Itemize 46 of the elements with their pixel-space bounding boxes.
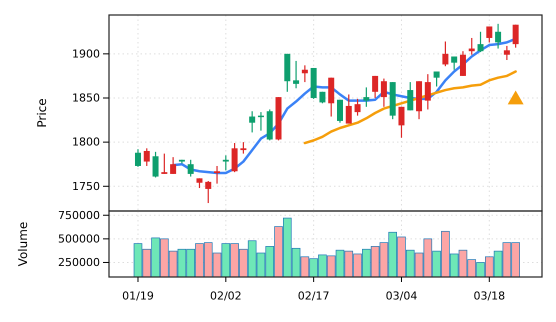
candlestick bbox=[434, 70, 440, 88]
candlestick bbox=[424, 74, 431, 110]
candlestick bbox=[363, 86, 370, 108]
candlestick bbox=[205, 180, 212, 204]
candlestick bbox=[504, 45, 510, 61]
candlestick bbox=[144, 148, 150, 167]
x-tick-label: 02/17 bbox=[298, 289, 330, 302]
candlestick bbox=[512, 24, 519, 48]
candlestick bbox=[232, 142, 238, 173]
y-tick-label: 250000 bbox=[58, 256, 100, 269]
candlestick bbox=[249, 110, 256, 134]
x-tick-label: 02/02 bbox=[210, 289, 242, 302]
candlestick bbox=[407, 82, 414, 111]
candlestick bbox=[134, 148, 141, 168]
y-tick-label: 750000 bbox=[58, 208, 100, 222]
line-series bbox=[304, 70, 517, 144]
candlestick bbox=[398, 106, 404, 138]
x-tick-label: 01/19 bbox=[122, 289, 154, 302]
candlestick bbox=[170, 156, 176, 175]
candlestick bbox=[478, 31, 484, 53]
y-axis-title: Price bbox=[35, 98, 49, 128]
candlestick bbox=[346, 94, 352, 124]
candlestick bbox=[495, 23, 502, 50]
candlestick bbox=[460, 50, 466, 77]
y-tick-label: 1800 bbox=[72, 136, 100, 149]
y-tick-label: 1750 bbox=[72, 180, 100, 193]
candlestick bbox=[442, 40, 448, 67]
y-tick-label: 500000 bbox=[58, 232, 100, 246]
x-tick-label: 03/18 bbox=[473, 289, 506, 302]
candlestick bbox=[302, 64, 308, 83]
candlestick bbox=[161, 153, 168, 175]
candlestick bbox=[372, 75, 378, 99]
candlestick bbox=[468, 37, 475, 56]
candlestick bbox=[258, 112, 264, 132]
candlestick bbox=[486, 26, 492, 43]
candlestick bbox=[380, 78, 387, 108]
candlestick bbox=[451, 56, 458, 70]
candlestick bbox=[152, 151, 159, 178]
y-tick-label: 1900 bbox=[72, 47, 100, 60]
candlestick bbox=[188, 159, 194, 178]
y-axis-title: Volume bbox=[16, 222, 30, 266]
candlestick bbox=[354, 98, 361, 116]
candlestick bbox=[293, 60, 300, 89]
y-tick-label: 1850 bbox=[72, 92, 100, 105]
x-tick-label: 03/04 bbox=[386, 289, 418, 302]
candlestick bbox=[336, 99, 343, 124]
